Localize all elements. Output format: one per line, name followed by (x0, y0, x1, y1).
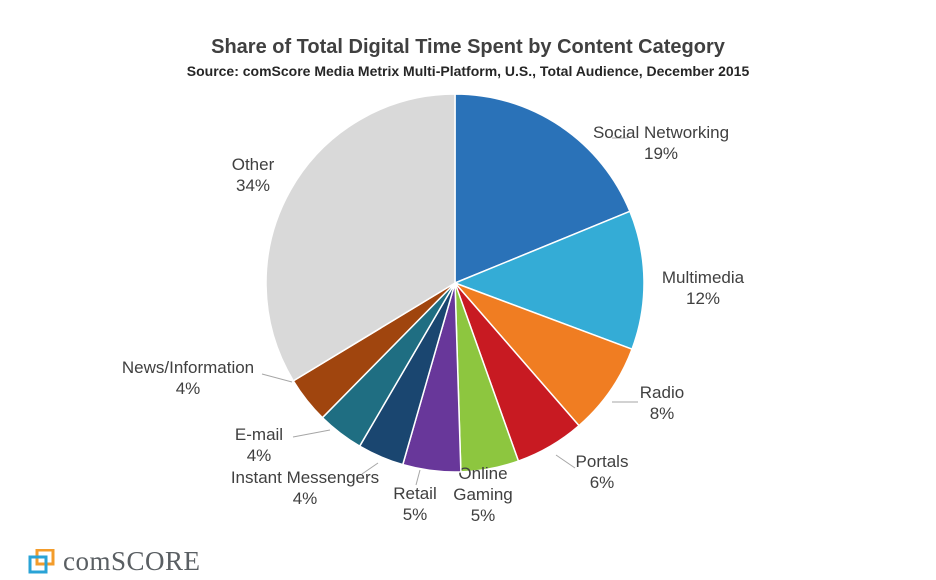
slice-label-instant-messengers: Instant Messengers 4% (231, 468, 379, 508)
leader-line-news-information (261, 373, 293, 383)
leader-line-portals (555, 454, 576, 469)
pie-slice-multimedia (452, 210, 645, 351)
leader-line-e-mail (292, 429, 331, 438)
slice-label-multimedia: Multimedia 12% (662, 268, 745, 308)
pie-slice-radio (454, 282, 634, 427)
slice-label-news-information: News/Information 4% (122, 358, 254, 398)
comscore-squares-icon (28, 548, 55, 573)
slice-label-retail: Retail 5% (393, 484, 436, 524)
leader-line-retail (415, 469, 421, 486)
slice-label-online-gaming: Online Gaming 5% (453, 464, 513, 525)
slice-label-portals: Portals 6% (576, 452, 629, 492)
pie-slice-social-networking (454, 93, 631, 285)
slice-label-e-mail: E-mail 4% (235, 425, 283, 465)
logo-text: comSCORE (63, 546, 201, 576)
leader-line-instant-messengers (361, 462, 379, 475)
chart-title: Share of Total Digital Time Spent by Con… (211, 36, 725, 58)
slice-label-social-networking: Social Networking 19% (593, 123, 729, 163)
slice-label-radio: Radio 8% (640, 383, 684, 423)
slice-label-other: Other 34% (232, 155, 275, 195)
chart-subtitle: Source: comScore Media Metrix Multi-Plat… (186, 63, 750, 79)
pie-slice-other (265, 93, 456, 382)
comscore-logo: comSCORE (28, 546, 201, 577)
